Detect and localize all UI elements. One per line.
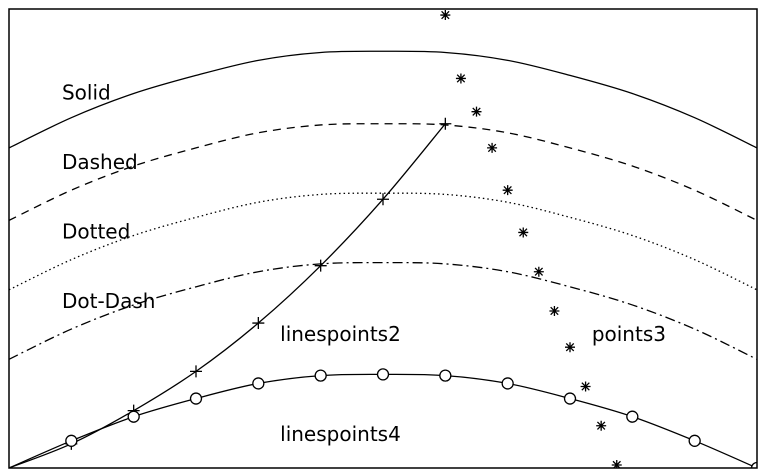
series-layer bbox=[9, 50, 757, 468]
point-points3 bbox=[440, 10, 451, 21]
point-points3 bbox=[518, 227, 529, 238]
point-linespoints2 bbox=[252, 317, 265, 330]
point-linespoints4 bbox=[314, 369, 327, 382]
point-points3 bbox=[533, 266, 544, 277]
point-points3 bbox=[580, 381, 591, 392]
label-points3: points3 bbox=[592, 322, 666, 346]
point-linespoints4 bbox=[439, 369, 452, 382]
series-line-solid bbox=[9, 50, 757, 149]
point-linespoints4 bbox=[626, 410, 639, 423]
series-line-dot-dash bbox=[9, 261, 757, 360]
marker-layer bbox=[65, 10, 757, 468]
label-dashed: Dashed bbox=[62, 150, 138, 174]
point-points3 bbox=[596, 420, 607, 431]
series-line-dotted bbox=[9, 192, 757, 291]
point-linespoints2 bbox=[439, 117, 452, 130]
point-linespoints4 bbox=[189, 392, 203, 405]
point-linespoints4 bbox=[563, 392, 577, 405]
point-points3 bbox=[487, 142, 498, 153]
point-linespoints4 bbox=[501, 377, 514, 390]
series-line-dashed bbox=[9, 123, 757, 221]
point-linespoints4 bbox=[688, 434, 701, 447]
point-linespoints4 bbox=[252, 377, 265, 390]
point-points3 bbox=[549, 305, 560, 316]
point-points3 bbox=[471, 106, 482, 117]
point-points3 bbox=[565, 342, 575, 353]
label-dot-dash: Dot-Dash bbox=[62, 289, 155, 313]
label-solid: Solid bbox=[62, 81, 111, 105]
point-points3 bbox=[611, 459, 622, 468]
point-linespoints2 bbox=[314, 259, 327, 272]
point-points3 bbox=[455, 73, 466, 84]
series-line-linespoints2 bbox=[9, 123, 446, 468]
point-points3 bbox=[502, 185, 513, 196]
plot-frame bbox=[8, 8, 758, 469]
point-linespoints4 bbox=[65, 434, 78, 447]
annotation-layer: Solid Dashed Dotted Dot-Dash linespoints2 poi… bbox=[62, 81, 666, 446]
point-linespoints4 bbox=[376, 368, 390, 381]
point-linespoints2 bbox=[190, 365, 202, 378]
label-linespoints4: linespoints4 bbox=[280, 422, 401, 446]
point-linespoints4 bbox=[127, 410, 140, 423]
label-linespoints2: linespoints2 bbox=[280, 322, 401, 346]
point-linespoints2 bbox=[377, 193, 389, 206]
point-linespoints4 bbox=[750, 461, 757, 468]
label-dotted: Dotted bbox=[62, 220, 130, 244]
